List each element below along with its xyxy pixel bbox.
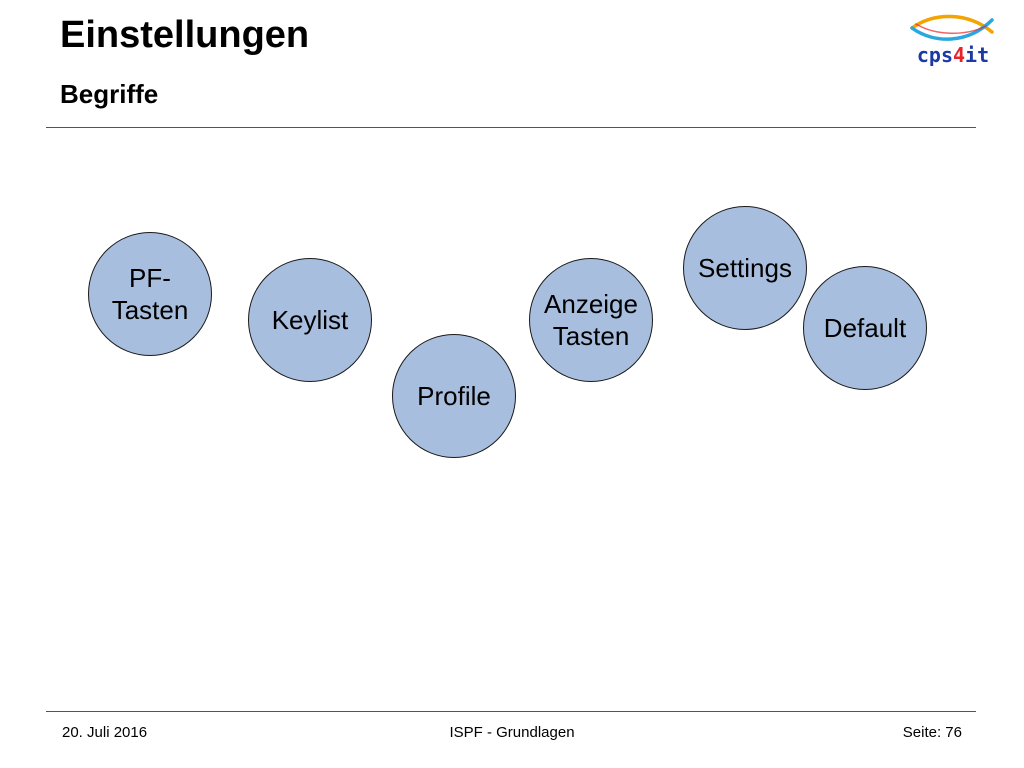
footer-page-number: Seite: 76 [902, 724, 962, 741]
concept-pf-tasten: PF- Tasten [88, 232, 212, 356]
concept-label: Keylist [271, 304, 349, 335]
concept-label: Settings [698, 252, 792, 283]
footer-title: ISPF - Grundlagen [449, 724, 575, 741]
cps4it-logo: cps4it [910, 14, 994, 67]
footer-date: 20. Juli 2016 [62, 724, 148, 741]
header-divider [46, 127, 976, 128]
concept-label: Anzeige Tasten [544, 288, 638, 352]
footer-divider [46, 711, 976, 712]
svg-text:cps4it: cps4it [917, 43, 989, 67]
concept-label: Profile [417, 380, 491, 411]
concept-settings: Settings [683, 206, 807, 330]
page-title: Einstellungen [60, 14, 310, 56]
concept-profile: Profile [392, 334, 516, 458]
concept-default: Default [803, 266, 927, 390]
concept-anzeige-tasten: Anzeige Tasten [529, 258, 653, 382]
concept-label: Default [823, 312, 907, 343]
page-subtitle: Begriffe [60, 79, 159, 109]
concept-keylist: Keylist [248, 258, 372, 382]
concept-label: PF- Tasten [111, 262, 189, 326]
